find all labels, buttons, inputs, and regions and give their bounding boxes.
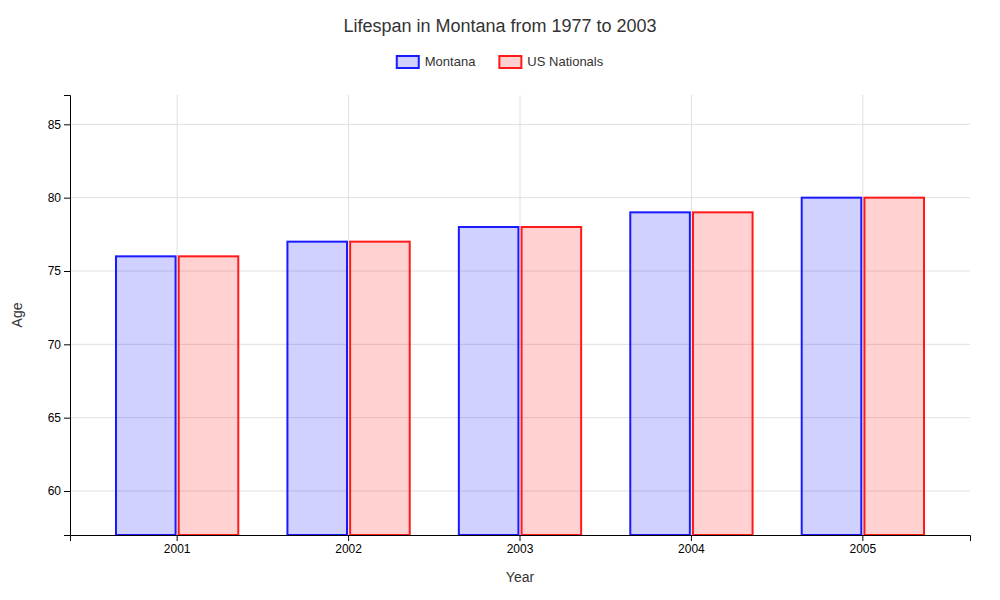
grid-line — [691, 95, 692, 535]
grid-line — [348, 95, 349, 535]
bar-series — [116, 198, 861, 535]
tick-label: 2005 — [850, 542, 877, 556]
bar — [522, 227, 582, 535]
tick-label: 2004 — [678, 542, 705, 556]
tick-label: 75 — [48, 264, 62, 278]
tick: 2004 — [678, 535, 705, 556]
tick: 80 — [48, 191, 70, 205]
tick-label: 85 — [48, 118, 62, 132]
tick: 2003 — [507, 535, 534, 556]
grid-line — [177, 95, 178, 535]
tick-mark — [64, 124, 70, 125]
tick: 65 — [48, 411, 70, 425]
tick: 2001 — [164, 535, 191, 556]
bar — [350, 242, 410, 535]
axis-line — [64, 96, 71, 536]
bar — [693, 212, 753, 535]
tick-label: 60 — [48, 484, 62, 498]
tick-label: 80 — [48, 191, 62, 205]
plot: 2001 2002 2003 2004 2005 60 65 70 75 80 85 — [48, 95, 971, 556]
x-axis-title: Year — [506, 569, 535, 585]
axis-line — [71, 536, 971, 542]
chart: 2001 2002 2003 2004 2005 60 65 70 75 80 85 Year Age L… — [0, 0, 1000, 600]
legend-item: Montana — [397, 54, 476, 69]
tick-mark — [64, 271, 70, 272]
grid-line — [862, 95, 863, 535]
legend: Montana US Nationals — [397, 54, 604, 69]
tick: 70 — [48, 338, 70, 352]
legend-item: US Nationals — [499, 54, 603, 69]
bar — [287, 242, 347, 535]
bar — [802, 198, 862, 535]
tick-label: 2001 — [164, 542, 191, 556]
grid-line — [520, 95, 521, 535]
legend-label: Montana — [425, 54, 476, 69]
tick-mark — [64, 198, 70, 199]
tick: 60 — [48, 484, 70, 498]
title: Lifespan in Montana from 1977 to 2003 — [343, 16, 656, 36]
tick-label: 2003 — [507, 542, 534, 556]
tick-label: 70 — [48, 338, 62, 352]
x-axis: 2001 2002 2003 2004 2005 — [71, 535, 971, 556]
tick-mark — [520, 535, 521, 541]
tick-mark — [64, 491, 70, 492]
tick-mark — [862, 535, 863, 541]
tick-mark — [691, 535, 692, 541]
bar — [116, 256, 176, 535]
bars — [116, 198, 924, 535]
legend-swatch — [499, 56, 521, 68]
tick-mark — [348, 535, 349, 541]
y-axis-title: Age — [9, 302, 25, 327]
tick: 75 — [48, 264, 70, 278]
tick-mark — [64, 344, 70, 345]
bar-series — [179, 198, 924, 535]
tick-mark — [64, 418, 70, 419]
grid — [70, 95, 970, 535]
tick: 2005 — [850, 535, 877, 556]
legend-swatch — [397, 56, 419, 68]
bar — [459, 227, 519, 535]
legend-label: US Nationals — [527, 54, 603, 69]
y-axis: 60 65 70 75 80 85 — [48, 96, 71, 536]
tick-label: 2002 — [335, 542, 362, 556]
tick-mark — [177, 535, 178, 541]
bar — [179, 256, 239, 535]
tick-label: 65 — [48, 411, 62, 425]
bar — [864, 198, 924, 535]
bar — [630, 212, 690, 535]
tick: 85 — [48, 118, 70, 132]
tick: 2002 — [335, 535, 362, 556]
